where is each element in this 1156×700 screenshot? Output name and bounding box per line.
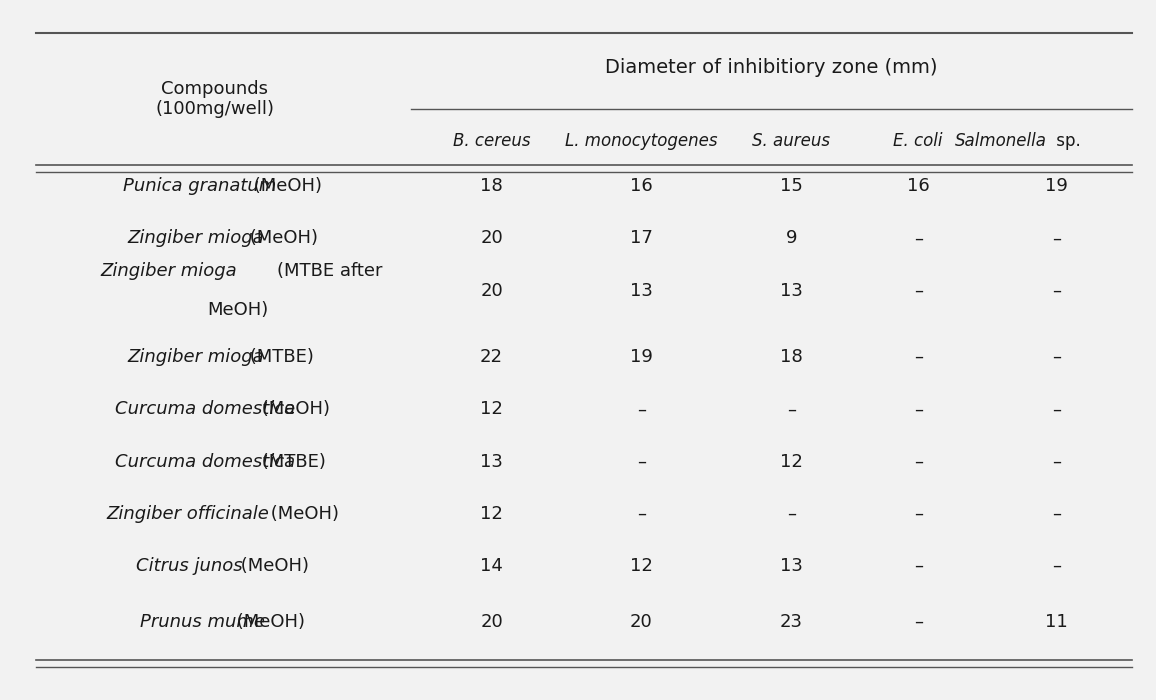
Text: –: – <box>913 505 922 523</box>
Text: 16: 16 <box>630 177 653 195</box>
Text: –: – <box>913 230 922 247</box>
Text: Compounds
(100mg/well): Compounds (100mg/well) <box>155 80 274 118</box>
Text: Salmonella: Salmonella <box>955 132 1047 150</box>
Text: –: – <box>913 453 922 470</box>
Text: –: – <box>787 505 795 523</box>
Text: –: – <box>913 281 922 300</box>
Text: (MeOH): (MeOH) <box>257 400 331 419</box>
Text: Zingiber mioga: Zingiber mioga <box>127 230 265 247</box>
Text: (MeOH): (MeOH) <box>236 557 310 575</box>
Text: (MTBE): (MTBE) <box>257 453 326 470</box>
Text: 18: 18 <box>780 348 802 366</box>
Text: S. aureus: S. aureus <box>753 132 830 150</box>
Text: (MTBE after: (MTBE after <box>277 262 383 280</box>
Text: (MTBE): (MTBE) <box>244 348 313 366</box>
Text: –: – <box>1052 400 1061 419</box>
Text: 12: 12 <box>480 505 503 523</box>
Text: –: – <box>637 453 646 470</box>
Text: 17: 17 <box>630 230 653 247</box>
Text: 20: 20 <box>480 230 503 247</box>
Text: 13: 13 <box>780 557 802 575</box>
Text: 13: 13 <box>780 281 802 300</box>
Text: –: – <box>913 613 922 631</box>
Text: –: – <box>913 400 922 419</box>
Text: 15: 15 <box>780 177 802 195</box>
Text: –: – <box>1052 453 1061 470</box>
Text: 20: 20 <box>480 613 503 631</box>
Text: 23: 23 <box>780 613 803 631</box>
Text: –: – <box>637 505 646 523</box>
Text: 14: 14 <box>480 557 503 575</box>
Text: Zingiber mioga: Zingiber mioga <box>127 348 265 366</box>
Text: 12: 12 <box>630 557 653 575</box>
Text: MeOH): MeOH) <box>207 301 268 319</box>
Text: 12: 12 <box>780 453 802 470</box>
Text: 16: 16 <box>906 177 929 195</box>
Text: Prunus mume: Prunus mume <box>140 613 265 631</box>
Text: –: – <box>913 348 922 366</box>
Text: Zingiber officinale: Zingiber officinale <box>106 505 269 523</box>
Text: Curcuma domestica: Curcuma domestica <box>116 400 295 419</box>
Text: 18: 18 <box>480 177 503 195</box>
Text: (MeOH): (MeOH) <box>231 613 305 631</box>
Text: –: – <box>787 400 795 419</box>
Text: –: – <box>1052 348 1061 366</box>
Text: 20: 20 <box>480 281 503 300</box>
Text: –: – <box>1052 505 1061 523</box>
Text: –: – <box>1052 557 1061 575</box>
Text: –: – <box>913 557 922 575</box>
Text: –: – <box>1052 230 1061 247</box>
Text: –: – <box>637 400 646 419</box>
Text: 19: 19 <box>1045 177 1068 195</box>
Text: 22: 22 <box>480 348 503 366</box>
Text: E. coli: E. coli <box>894 132 943 150</box>
Text: (MeOH): (MeOH) <box>247 177 323 195</box>
Text: –: – <box>1052 281 1061 300</box>
Text: 13: 13 <box>630 281 653 300</box>
Text: sp.: sp. <box>1051 132 1081 150</box>
Text: 19: 19 <box>630 348 653 366</box>
Text: 9: 9 <box>786 230 798 247</box>
Text: 11: 11 <box>1045 613 1068 631</box>
Text: Curcuma domestica: Curcuma domestica <box>116 453 295 470</box>
Text: (MeOH): (MeOH) <box>265 505 339 523</box>
Text: Zingiber mioga: Zingiber mioga <box>101 262 237 280</box>
Text: (MeOH): (MeOH) <box>244 230 318 247</box>
Text: Punica granatum: Punica granatum <box>124 177 276 195</box>
Text: L. monocytogenes: L. monocytogenes <box>565 132 718 150</box>
Text: 20: 20 <box>630 613 653 631</box>
Text: Citrus junos: Citrus junos <box>136 557 243 575</box>
Text: Diameter of inhibitiory zone (mm): Diameter of inhibitiory zone (mm) <box>605 58 938 77</box>
Text: B. cereus: B. cereus <box>453 132 531 150</box>
Text: 13: 13 <box>480 453 503 470</box>
Text: 12: 12 <box>480 400 503 419</box>
